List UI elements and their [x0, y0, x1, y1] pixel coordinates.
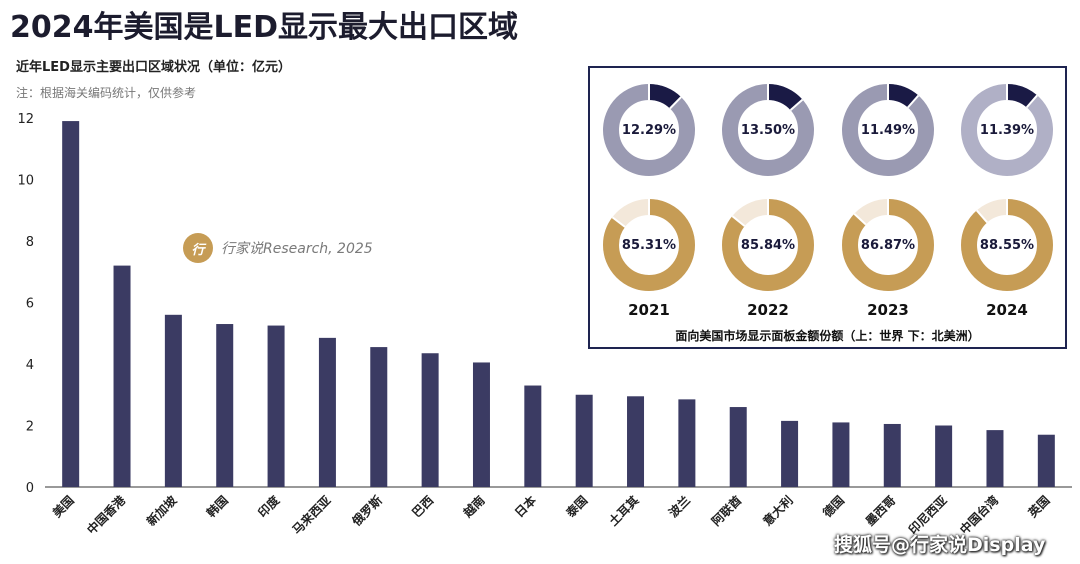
- north-america-share-donut: 85.84%: [718, 195, 818, 295]
- bar: [267, 325, 285, 487]
- bar: [370, 347, 388, 487]
- x-tick-label: 印度: [255, 492, 283, 520]
- bar: [164, 314, 182, 487]
- donut-separator: [1025, 94, 1038, 109]
- donut-value-label: 85.84%: [740, 237, 796, 253]
- x-tick-label: 泰国: [562, 493, 590, 521]
- world-share-donut-svg: [722, 84, 814, 176]
- donut-separator: [731, 215, 746, 227]
- page-title: 2024年美国是LED显示最大出口区域: [10, 10, 519, 45]
- donut-separator: [789, 98, 804, 111]
- bar: [627, 396, 645, 487]
- x-tick-label: 新加坡: [143, 492, 180, 529]
- bar: [575, 394, 593, 487]
- north-america-share-donut-svg: [842, 199, 934, 291]
- source-watermark: 搜狐号@行家说Display: [834, 534, 1046, 556]
- north-america-share-donut: 86.87%: [838, 195, 938, 295]
- x-tick-label: 韩国: [203, 493, 231, 521]
- x-tick-label: 意大利: [760, 493, 796, 529]
- x-tick-label: 阿联酋: [708, 493, 744, 529]
- y-tick-label: 2: [26, 420, 34, 435]
- world-share-donut-svg: [603, 84, 695, 176]
- x-tick-label: 巴西: [409, 493, 436, 520]
- donut-value-label: 11.39%: [979, 122, 1035, 138]
- north-america-share-donut-svg: [961, 199, 1053, 291]
- north-america-share-donut-svg: [722, 199, 814, 291]
- world-share-donut-svg: [842, 84, 934, 176]
- donut-separator: [853, 213, 867, 226]
- bar: [524, 385, 542, 487]
- y-tick-label: 12: [17, 112, 34, 127]
- donut-value-label: 13.50%: [740, 122, 796, 138]
- donut-panel-caption: 面向美国市场显示面板金额份额（上：世界 下：北美洲）: [675, 329, 980, 343]
- x-tick-label: 美国: [49, 493, 77, 521]
- bar: [883, 423, 901, 487]
- donut-separator: [611, 216, 626, 228]
- chart-subtitle: 近年LED显示主要出口区域状况（单位：亿元）: [16, 60, 291, 75]
- donut-separator: [907, 94, 920, 109]
- world-share-donut: 12.29%: [599, 80, 699, 180]
- bar: [935, 425, 953, 487]
- bar: [1037, 434, 1055, 487]
- bar: [216, 324, 234, 487]
- y-tick-label: 0: [26, 481, 34, 496]
- donut-panel: 面向美国市场显示面板金额份额（上：世界 下：北美洲） 12.29% 85.31% 2…: [588, 66, 1067, 349]
- donut-value-label: 86.87%: [860, 237, 916, 253]
- donut-value-label: 88.55%: [979, 237, 1035, 253]
- world-share-donut: 11.49%: [838, 80, 938, 180]
- donut-value-label: 12.29%: [621, 122, 677, 138]
- watermark: 行 行家说Research, 2025: [183, 233, 373, 263]
- year-label: 2023: [867, 301, 909, 319]
- year-label: 2021: [628, 301, 670, 319]
- x-tick-label: 中国香港: [84, 492, 129, 537]
- north-america-share-donut: 88.55%: [957, 195, 1057, 295]
- y-tick-label: 10: [17, 174, 34, 189]
- bar: [678, 399, 696, 487]
- north-america-share-donut: 85.31%: [599, 195, 699, 295]
- x-tick-label: 马来西亚: [289, 493, 334, 538]
- bar: [62, 121, 80, 487]
- world-share-donut-svg: [961, 84, 1053, 176]
- bar: [318, 337, 336, 487]
- year-label: 2024: [986, 301, 1028, 319]
- bar: [421, 353, 439, 487]
- bar: [832, 422, 850, 487]
- watermark-text: 行家说Research, 2025: [221, 241, 373, 257]
- bar: [729, 407, 747, 487]
- y-tick-label: 8: [26, 235, 34, 250]
- x-tick-label: 土耳其: [606, 493, 642, 529]
- x-tick-label: 英国: [1025, 493, 1053, 521]
- bar: [113, 265, 131, 487]
- bar: [781, 420, 799, 487]
- x-tick-label: 墨西哥: [863, 493, 898, 528]
- year-label: 2022: [747, 301, 789, 319]
- world-share-donut: 11.39%: [957, 80, 1057, 180]
- north-america-share-donut-svg: [603, 199, 695, 291]
- y-tick-label: 6: [26, 297, 34, 312]
- x-tick-label: 德国: [819, 493, 847, 521]
- donut-value-label: 85.31%: [621, 237, 677, 253]
- donut-separator: [669, 96, 682, 110]
- donut-value-label: 11.49%: [860, 122, 916, 138]
- world-share-donut: 13.50%: [718, 80, 818, 180]
- y-tick-label: 4: [26, 358, 34, 373]
- brand-logo-icon: 行: [183, 233, 213, 263]
- x-tick-label: 日本: [511, 493, 539, 521]
- chart-note: 注：根据海关编码统计，仅供参考: [16, 86, 197, 100]
- x-tick-label: 越南: [459, 493, 487, 521]
- donut-separator: [975, 209, 988, 224]
- bar: [986, 430, 1004, 487]
- x-tick-label: 波兰: [665, 493, 693, 521]
- bar: [472, 362, 490, 487]
- x-tick-label: 俄罗斯: [348, 493, 385, 530]
